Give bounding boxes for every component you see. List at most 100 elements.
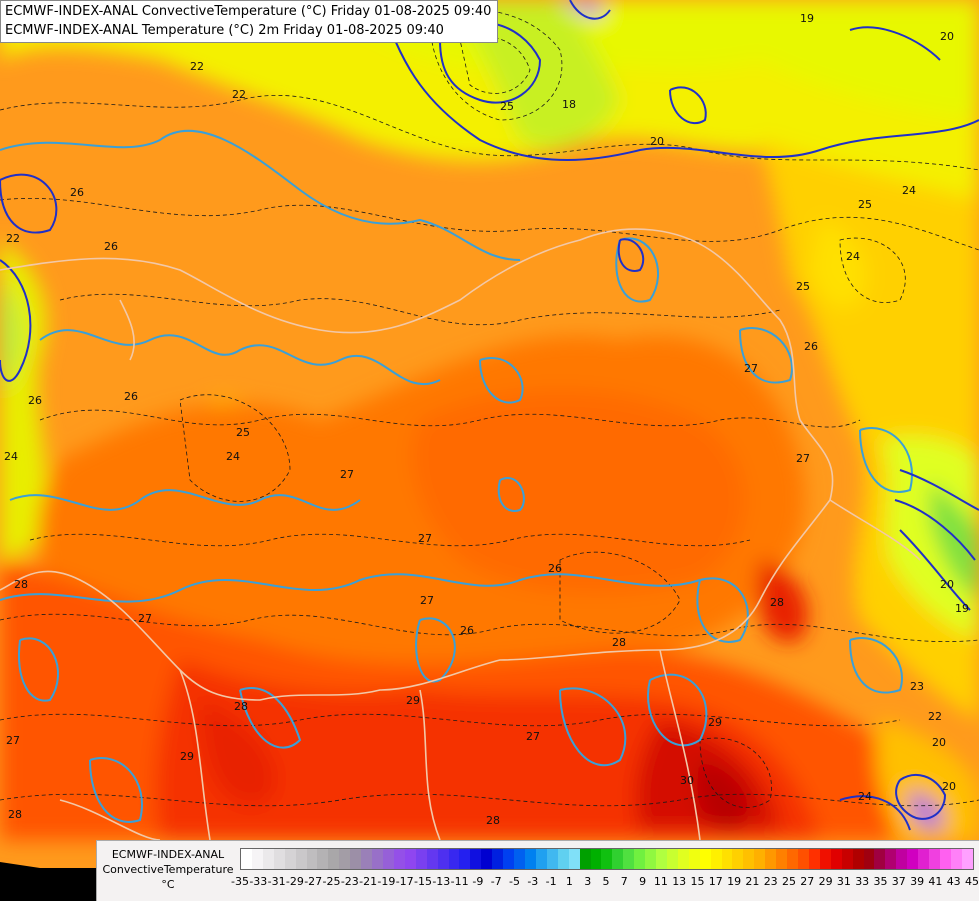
- contour-label: 26: [28, 394, 42, 407]
- contour-labels: 19 20 22 22 22 25 18 20 24 25 24 25 26 2…: [4, 12, 969, 827]
- contour-label: 29: [180, 750, 194, 763]
- legend-tick-label: 31: [836, 875, 851, 888]
- contour-label: 25: [236, 426, 250, 439]
- legend-swatch: [961, 849, 973, 869]
- contour-label: 23: [910, 680, 924, 693]
- legend-swatch: [677, 849, 689, 869]
- legend-swatch: [918, 849, 930, 869]
- legend-tick-label: 41: [928, 875, 943, 888]
- legend-tick-label: 17: [708, 875, 723, 888]
- legend-tick-label: 43: [946, 875, 961, 888]
- legend-tick-label: -31: [267, 875, 286, 888]
- legend-tick-label: -9: [472, 875, 484, 888]
- contour-label: 26: [804, 340, 818, 353]
- color-legend: ECMWF-INDEX-ANAL ConvectiveTemperature °…: [96, 840, 979, 901]
- temperature-field: [0, 0, 979, 840]
- legend-tick-label: -27: [304, 875, 323, 888]
- map-title: ECMWF-INDEX-ANAL ConvectiveTemperature (…: [0, 0, 499, 43]
- legend-swatch: [393, 849, 405, 869]
- legend-swatch: [710, 849, 722, 869]
- legend-swatch: [863, 849, 875, 869]
- legend-swatch: [262, 849, 274, 869]
- contour-label: 26: [124, 390, 138, 403]
- legend-swatch: [830, 849, 842, 869]
- legend-swatch: [743, 849, 755, 869]
- contour-label: 27: [420, 594, 434, 607]
- legend-tick-label: 33: [855, 875, 870, 888]
- legend-swatch: [448, 849, 460, 869]
- contour-label: 30: [680, 774, 694, 787]
- contour-label: 22: [928, 710, 942, 723]
- contour-label: 27: [138, 612, 152, 625]
- legend-swatch: [940, 849, 951, 869]
- legend-swatch: [426, 849, 438, 869]
- legend-title: ECMWF-INDEX-ANAL ConvectiveTemperature °…: [101, 847, 235, 892]
- contour-label: 24: [226, 450, 240, 463]
- contour-label: 20: [932, 736, 946, 749]
- legend-swatch: [350, 849, 362, 869]
- contour-label: 24: [846, 250, 860, 263]
- contour-label: 22: [232, 88, 246, 101]
- legend-swatch: [634, 849, 646, 869]
- legend-tick-label: -5: [509, 875, 520, 888]
- legend-tick-label: -19: [377, 875, 396, 888]
- contour-label: 28: [14, 578, 28, 591]
- legend-swatch: [415, 849, 427, 869]
- legend-swatch: [317, 849, 329, 869]
- legend-unit: °C: [161, 878, 175, 891]
- legend-tick-label: 11: [653, 875, 668, 888]
- legend-swatch: [601, 849, 613, 869]
- legend-tick-label: 13: [672, 875, 687, 888]
- legend-tick-label: 23: [763, 875, 778, 888]
- contour-label: 27: [526, 730, 540, 743]
- legend-tick-label: 3: [584, 875, 592, 888]
- contour-label: 19: [800, 12, 814, 25]
- contour-label: 20: [942, 780, 956, 793]
- legend-swatch: [568, 849, 580, 869]
- contour-label: 27: [744, 362, 758, 375]
- contour-label: 25: [858, 198, 872, 211]
- legend-tick-label: -3: [527, 875, 539, 888]
- legend-swatch: [273, 849, 285, 869]
- legend-swatch: [590, 849, 602, 869]
- legend-tick-label: 37: [891, 875, 906, 888]
- contour-label: 27: [796, 452, 810, 465]
- legend-title-line-2: ConvectiveTemperature: [102, 863, 234, 876]
- legend-swatch: [950, 849, 962, 869]
- legend-swatch: [787, 849, 799, 869]
- contour-label: 27: [340, 468, 354, 481]
- legend-swatch: [404, 849, 416, 869]
- contour-label: 28: [8, 808, 22, 821]
- legend-swatch: [295, 849, 307, 869]
- contour-label: 20: [940, 578, 954, 591]
- legend-swatch: [459, 849, 471, 869]
- legend-tick-label: 35: [873, 875, 888, 888]
- legend-swatch: [361, 849, 373, 869]
- legend-tick-label: 21: [745, 875, 760, 888]
- legend-swatch: [284, 849, 296, 869]
- title-line-1: ECMWF-INDEX-ANAL ConvectiveTemperature (…: [5, 4, 492, 19]
- legend-tick-label: 7: [620, 875, 628, 888]
- legend-tick-label: 25: [782, 875, 796, 888]
- legend-swatch: [907, 849, 919, 869]
- legend-swatch: [579, 849, 591, 869]
- legend-tick-label: 19: [727, 875, 742, 888]
- contour-label: 25: [796, 280, 810, 293]
- legend-tick-label: 1: [565, 875, 573, 888]
- legend-tick-label: -25: [322, 875, 341, 888]
- legend-swatch: [666, 849, 678, 869]
- legend-tick-label: -15: [414, 875, 432, 888]
- legend-tick-label: -17: [395, 875, 414, 888]
- title-line-2: ECMWF-INDEX-ANAL Temperature (°C) 2m Fri…: [5, 23, 444, 38]
- legend-swatch: [372, 849, 383, 869]
- legend-swatch: [241, 849, 252, 869]
- contour-label: 20: [940, 30, 954, 43]
- legend-swatch: [306, 849, 318, 869]
- legend-swatch: [645, 849, 657, 869]
- contour-label: 26: [104, 240, 118, 253]
- legend-swatch: [612, 849, 624, 869]
- contour-label: 28: [770, 596, 784, 609]
- contour-label: 27: [6, 734, 20, 747]
- legend-tick-label: 15: [690, 875, 705, 888]
- legend-swatch: [754, 849, 766, 869]
